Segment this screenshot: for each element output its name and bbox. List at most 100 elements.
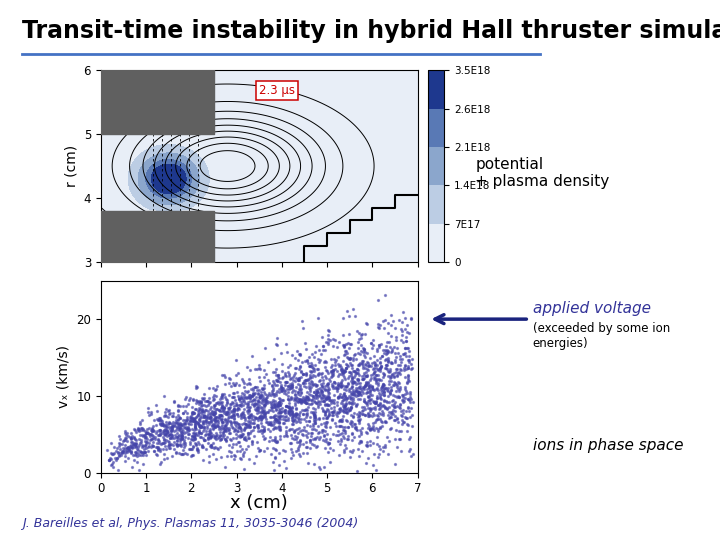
Point [217, 423, 229, 432]
Point [295, 395, 307, 404]
Point [395, 407, 406, 416]
Point [316, 382, 328, 390]
Point [379, 370, 390, 379]
Point [179, 443, 190, 451]
Point [130, 427, 142, 436]
Point [310, 382, 322, 391]
Point [372, 392, 383, 400]
Point [310, 348, 321, 356]
Point [379, 383, 391, 392]
Point [355, 334, 366, 342]
Point [254, 391, 266, 400]
Point [345, 361, 356, 370]
Point [399, 325, 410, 333]
Point [179, 429, 190, 438]
Point [207, 383, 219, 392]
Point [346, 390, 357, 399]
Point [139, 441, 150, 449]
Point [309, 434, 320, 442]
Point [251, 421, 263, 430]
Point [254, 392, 266, 401]
Point [218, 404, 230, 413]
Point [108, 448, 120, 457]
Point [151, 415, 163, 423]
Point [402, 421, 414, 429]
Y-axis label: r (cm): r (cm) [64, 145, 78, 187]
Point [178, 450, 189, 458]
Point [144, 430, 156, 438]
Point [137, 424, 148, 433]
Point [164, 424, 176, 433]
Point [166, 412, 178, 421]
Point [220, 393, 231, 401]
Point [306, 429, 318, 437]
Point [405, 393, 416, 401]
Point [308, 353, 320, 362]
Point [220, 435, 231, 444]
Point [330, 367, 342, 375]
Point [307, 381, 319, 390]
Point [318, 396, 330, 405]
Point [173, 407, 184, 416]
Point [122, 442, 134, 451]
Point [155, 416, 166, 424]
Point [346, 374, 358, 382]
Point [328, 366, 339, 374]
Point [366, 338, 377, 347]
Point [361, 442, 373, 450]
Point [151, 438, 163, 447]
Point [193, 422, 204, 430]
Point [281, 416, 292, 424]
Point [311, 388, 323, 396]
Point [113, 451, 125, 460]
Point [252, 396, 264, 404]
Point [336, 379, 347, 387]
Point [287, 413, 298, 422]
Point [132, 449, 144, 457]
Point [187, 409, 199, 417]
Point [368, 336, 379, 345]
Point [222, 415, 233, 424]
Point [397, 327, 408, 336]
Point [336, 406, 347, 414]
Point [285, 395, 297, 403]
Point [318, 462, 330, 471]
Point [286, 408, 297, 416]
Point [364, 407, 376, 416]
Point [312, 463, 324, 471]
Point [247, 392, 258, 401]
Point [283, 407, 294, 415]
Point [389, 403, 400, 412]
Point [247, 400, 258, 408]
Point [373, 323, 384, 332]
Point [204, 424, 215, 433]
Point [188, 409, 199, 418]
Point [301, 449, 312, 457]
Point [249, 414, 261, 423]
Point [220, 409, 231, 418]
Point [362, 409, 374, 418]
Point [207, 424, 219, 433]
Point [361, 411, 373, 420]
Point [406, 411, 418, 420]
Point [187, 436, 199, 444]
Point [251, 402, 263, 411]
Point [322, 331, 333, 340]
Point [369, 450, 380, 458]
Point [140, 442, 151, 450]
Point [139, 447, 150, 456]
Point [225, 382, 237, 390]
Point [145, 429, 157, 438]
Point [271, 417, 282, 426]
Point [291, 410, 302, 418]
Point [310, 390, 322, 399]
Point [339, 347, 351, 355]
Point [282, 362, 294, 371]
Point [361, 348, 372, 357]
Point [238, 395, 249, 404]
Point [288, 427, 300, 436]
Point [284, 372, 295, 381]
Point [384, 412, 395, 421]
Point [163, 440, 175, 449]
Point [105, 439, 117, 448]
